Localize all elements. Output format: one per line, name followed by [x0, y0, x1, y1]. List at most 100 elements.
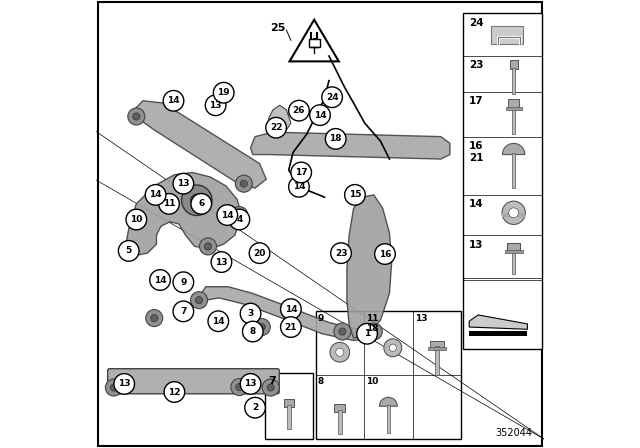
- FancyBboxPatch shape: [266, 373, 313, 439]
- Circle shape: [163, 90, 184, 111]
- Text: 16
21: 16 21: [469, 141, 484, 163]
- Circle shape: [231, 379, 248, 396]
- Text: 14: 14: [212, 317, 225, 326]
- Text: 17: 17: [469, 96, 484, 106]
- Polygon shape: [125, 172, 242, 255]
- Circle shape: [325, 129, 346, 149]
- Circle shape: [118, 241, 139, 261]
- Polygon shape: [469, 315, 527, 329]
- Circle shape: [132, 113, 140, 120]
- Text: 7: 7: [269, 376, 276, 386]
- Circle shape: [280, 317, 301, 337]
- Text: 13: 13: [215, 258, 228, 267]
- FancyBboxPatch shape: [512, 251, 515, 274]
- Circle shape: [249, 243, 270, 263]
- Circle shape: [502, 201, 525, 224]
- Text: 23: 23: [335, 249, 348, 258]
- Text: 10: 10: [130, 215, 143, 224]
- Text: 17: 17: [295, 168, 307, 177]
- Text: 14: 14: [292, 182, 305, 191]
- Circle shape: [231, 207, 248, 224]
- Text: 22: 22: [270, 123, 282, 132]
- Circle shape: [126, 209, 147, 230]
- Text: 11: 11: [163, 199, 175, 208]
- Text: 26: 26: [292, 106, 305, 115]
- Circle shape: [336, 348, 344, 356]
- Circle shape: [146, 310, 163, 327]
- FancyBboxPatch shape: [309, 39, 319, 47]
- Polygon shape: [251, 132, 450, 159]
- Text: 3: 3: [248, 309, 253, 318]
- Circle shape: [267, 384, 275, 391]
- Circle shape: [331, 243, 351, 263]
- Circle shape: [191, 194, 212, 214]
- Wedge shape: [502, 143, 525, 155]
- Circle shape: [213, 82, 234, 103]
- Circle shape: [204, 243, 212, 250]
- Circle shape: [128, 108, 145, 125]
- Text: 14: 14: [149, 190, 162, 199]
- Circle shape: [344, 185, 365, 205]
- FancyBboxPatch shape: [505, 250, 523, 253]
- Text: 5: 5: [125, 246, 132, 255]
- Circle shape: [195, 297, 203, 304]
- Text: 13: 13: [469, 240, 484, 250]
- Polygon shape: [134, 101, 266, 188]
- Text: 20: 20: [253, 249, 266, 258]
- Circle shape: [182, 185, 212, 215]
- Circle shape: [236, 175, 252, 192]
- Circle shape: [330, 342, 349, 362]
- Circle shape: [374, 244, 396, 264]
- Circle shape: [240, 374, 261, 394]
- FancyBboxPatch shape: [512, 108, 515, 134]
- FancyBboxPatch shape: [99, 2, 541, 446]
- FancyBboxPatch shape: [428, 347, 446, 349]
- Text: 8: 8: [317, 377, 324, 387]
- Text: 352044: 352044: [496, 428, 533, 438]
- Text: 1: 1: [364, 329, 370, 338]
- Text: 12: 12: [168, 388, 180, 396]
- FancyBboxPatch shape: [506, 107, 522, 110]
- Text: 6: 6: [198, 199, 204, 208]
- Text: 15: 15: [349, 190, 361, 199]
- Circle shape: [205, 95, 226, 116]
- Circle shape: [253, 319, 270, 336]
- FancyBboxPatch shape: [512, 153, 515, 188]
- Circle shape: [365, 323, 382, 340]
- Circle shape: [173, 301, 194, 322]
- Circle shape: [384, 339, 402, 357]
- Circle shape: [289, 177, 309, 197]
- Circle shape: [509, 208, 518, 218]
- Circle shape: [191, 292, 207, 309]
- FancyBboxPatch shape: [508, 99, 520, 108]
- Circle shape: [236, 383, 243, 391]
- Circle shape: [173, 272, 194, 293]
- Text: 14: 14: [314, 111, 326, 120]
- Circle shape: [200, 238, 216, 255]
- Text: 19: 19: [218, 88, 230, 97]
- Polygon shape: [269, 105, 291, 134]
- Circle shape: [389, 344, 396, 351]
- Circle shape: [145, 185, 166, 205]
- Circle shape: [159, 194, 179, 214]
- Text: 21: 21: [285, 323, 297, 332]
- Circle shape: [150, 314, 158, 322]
- Circle shape: [211, 252, 232, 272]
- Circle shape: [310, 105, 330, 125]
- FancyBboxPatch shape: [502, 213, 525, 217]
- FancyBboxPatch shape: [492, 26, 523, 44]
- FancyBboxPatch shape: [469, 331, 527, 336]
- Text: 11
18: 11 18: [366, 314, 379, 333]
- Text: 2: 2: [252, 403, 258, 412]
- Text: 24: 24: [469, 18, 484, 28]
- Circle shape: [150, 270, 170, 290]
- Circle shape: [322, 87, 342, 108]
- Polygon shape: [289, 20, 339, 61]
- Circle shape: [240, 180, 248, 187]
- Text: 14: 14: [469, 199, 484, 209]
- FancyBboxPatch shape: [430, 340, 444, 348]
- Text: 7: 7: [180, 307, 186, 316]
- Text: 13: 13: [244, 379, 257, 388]
- Circle shape: [244, 397, 266, 418]
- Text: 23: 23: [469, 60, 484, 70]
